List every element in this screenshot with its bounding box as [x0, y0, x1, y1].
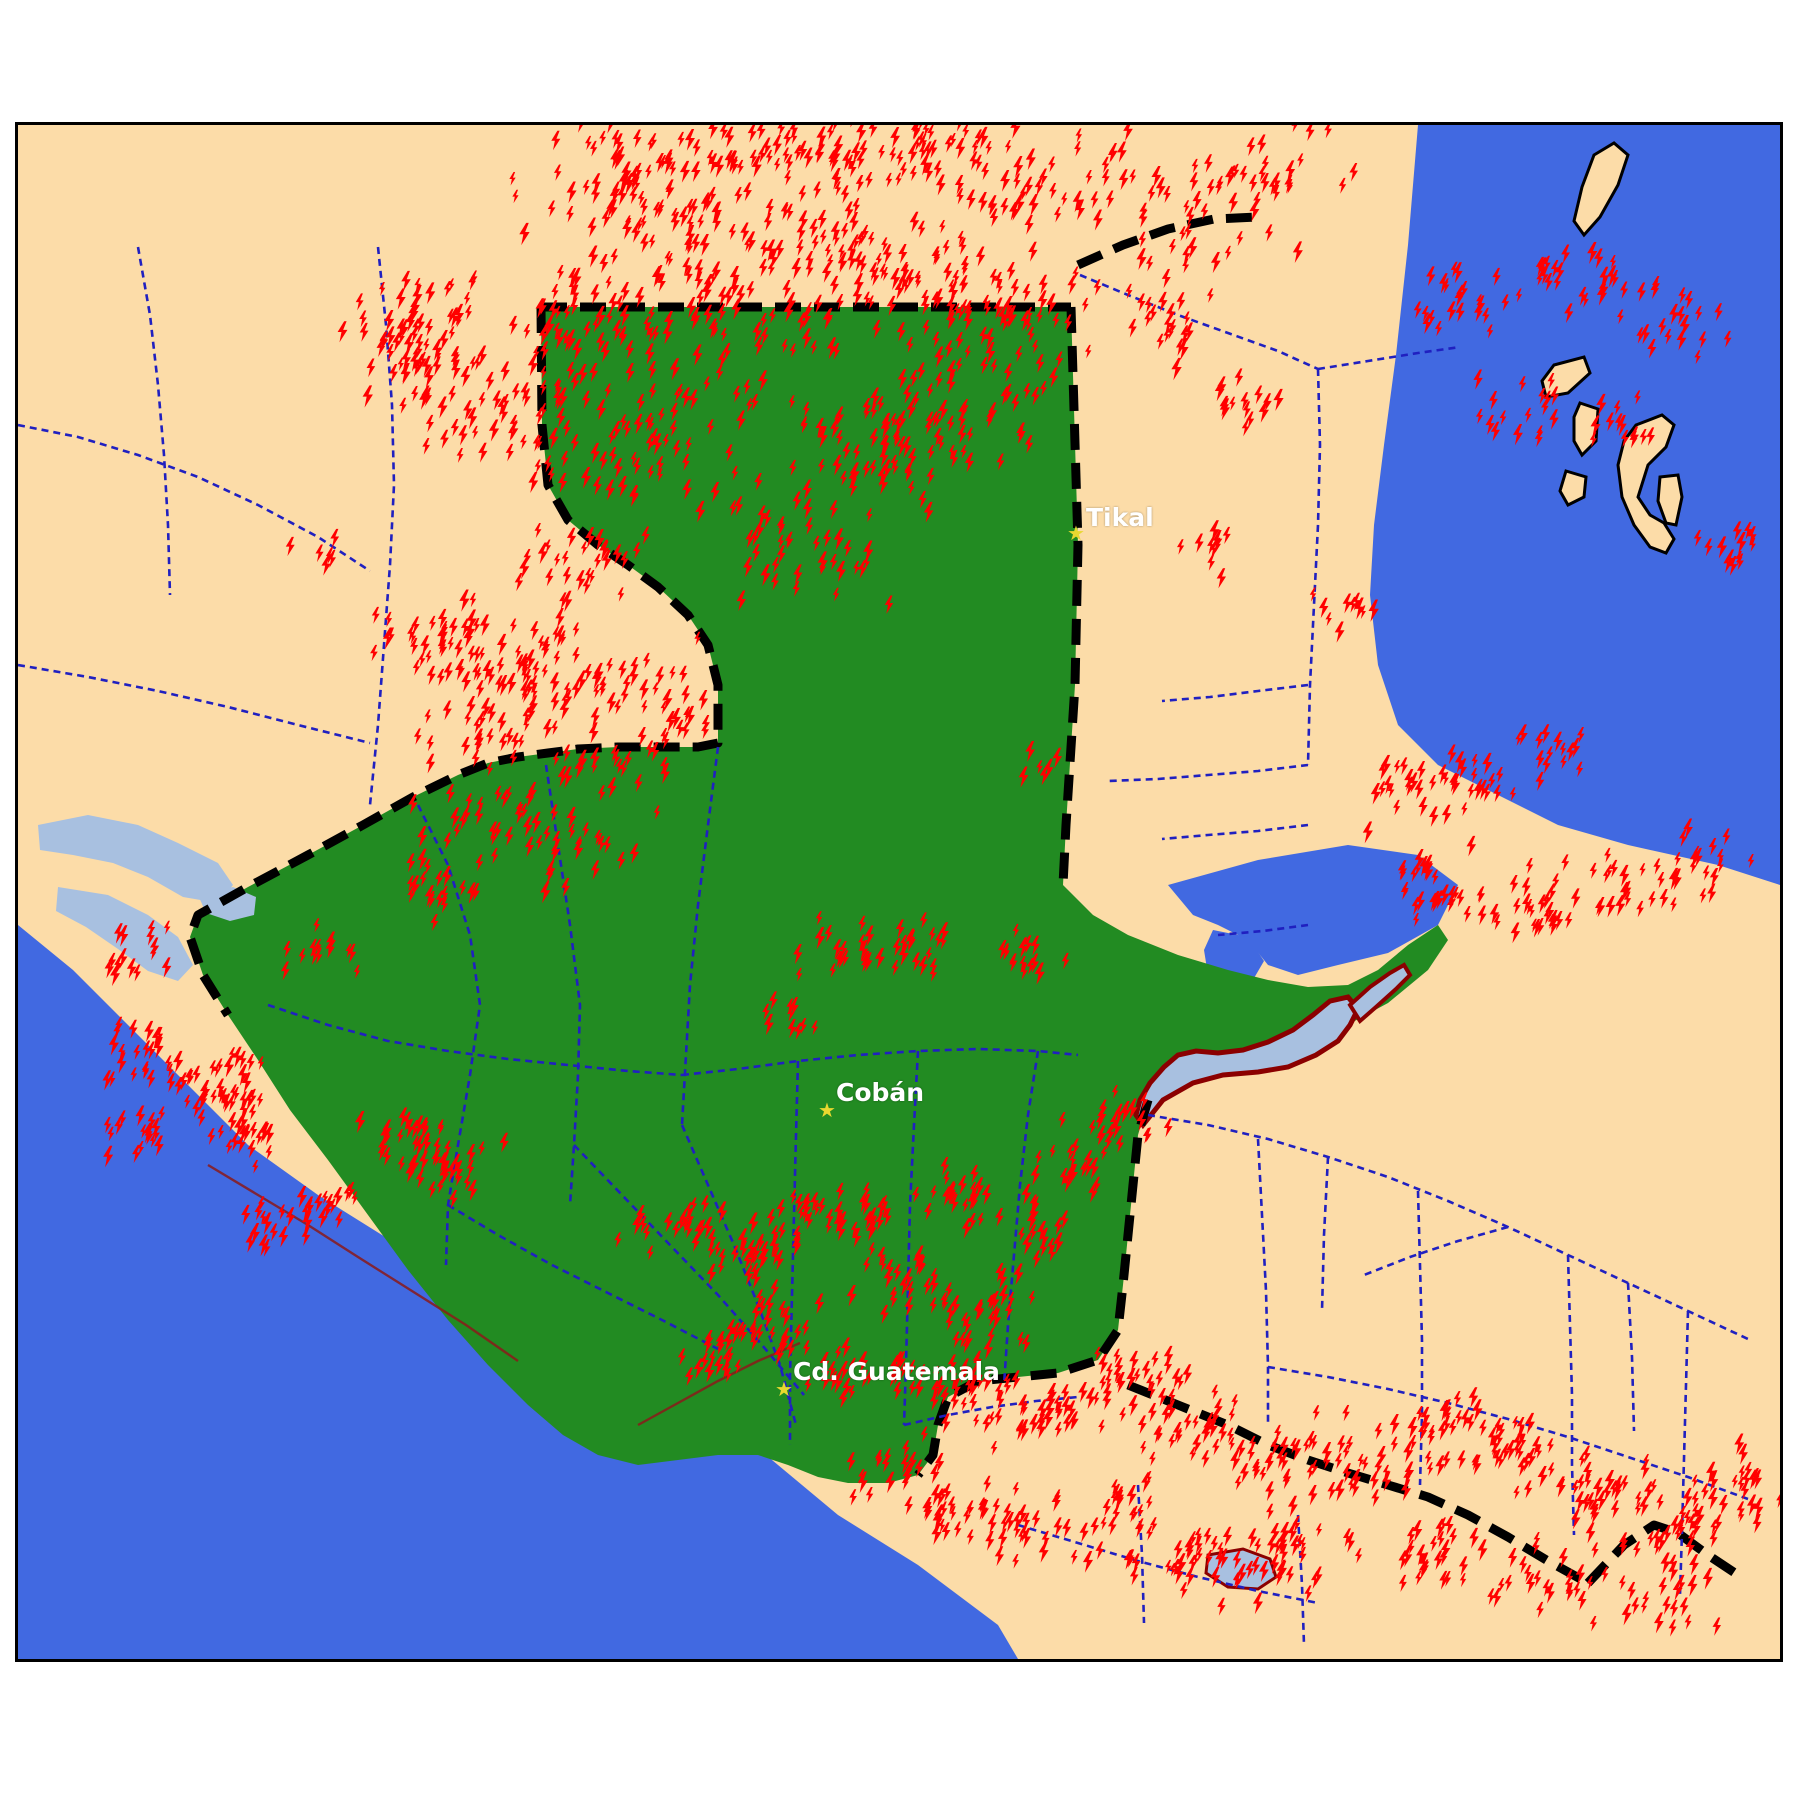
guatemala-landmass[interactable] [190, 307, 1448, 1483]
pacific-ocean [18, 925, 1018, 1659]
rivers [207, 1163, 801, 1427]
map-canvas [18, 125, 1780, 1659]
rio-dulce [1347, 962, 1413, 1025]
admin-borders [18, 246, 1749, 1646]
map-frame[interactable]: ★ Tikal ★ Cobán ★ Cd. Guatemala [15, 122, 1783, 1662]
belize-cays [1540, 141, 1684, 555]
gulf-of-honduras [1168, 845, 1458, 975]
lago-de-izabal [1133, 994, 1361, 1130]
